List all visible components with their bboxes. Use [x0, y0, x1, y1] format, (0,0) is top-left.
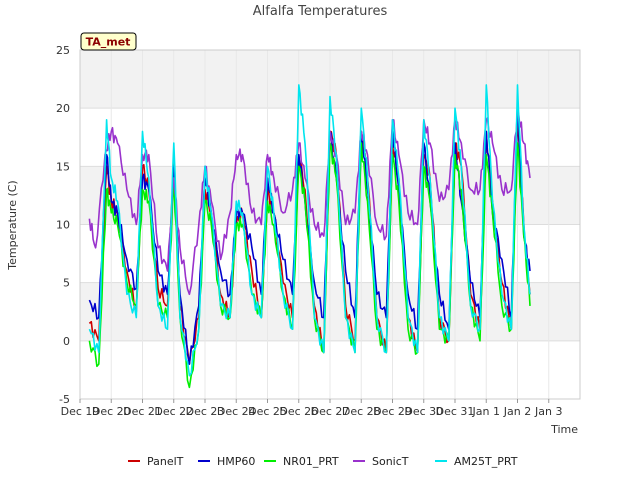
y-tick-label: 15	[56, 160, 70, 173]
x-tick-label: Dec 29	[373, 405, 412, 418]
x-tick-label: Dec 24	[217, 405, 256, 418]
x-tick-label: Dec 23	[186, 405, 225, 418]
x-tick-label: Jan 1	[472, 405, 500, 418]
y-tick-label: 5	[63, 277, 70, 290]
x-tick-label: Jan 2	[503, 405, 531, 418]
y-axis: -5 0 5 10 15 20 25	[56, 44, 70, 406]
x-tick-label: Dec 20	[92, 405, 131, 418]
x-tick-label: Dec 31	[436, 405, 475, 418]
x-tick-label: Dec 19	[61, 405, 100, 418]
y-tick-label: 25	[56, 44, 70, 57]
x-tick-label: Jan 3	[534, 405, 562, 418]
badge-label: TA_met	[86, 36, 131, 49]
y-tick-label: 10	[56, 219, 70, 232]
y-axis-label: Temperature (C)	[6, 180, 19, 270]
x-tick-label: Dec 27	[311, 405, 350, 418]
legend-item: AM25T_PRT	[435, 455, 518, 468]
x-tick-label: Dec 30	[404, 405, 443, 418]
legend-item: PanelT	[128, 455, 184, 468]
chart-title: Alfalfa Temperatures	[253, 4, 388, 19]
x-tick-label: Dec 28	[342, 405, 381, 418]
legend-item: SonicT	[353, 455, 409, 468]
x-tick-label: Dec 26	[279, 405, 318, 418]
series-line-am25t-prt	[88, 84, 531, 377]
series-lines	[88, 84, 531, 389]
legend-label: HMP60	[217, 455, 255, 468]
legend: PanelT HMP60 NR01_PRT SonicT AM25T_PRT	[128, 455, 518, 468]
legend-item: NR01_PRT	[264, 455, 339, 468]
legend-label: SonicT	[372, 455, 409, 468]
legend-item: HMP60	[198, 455, 255, 468]
legend-label: NR01_PRT	[283, 455, 339, 468]
legend-label: PanelT	[147, 455, 184, 468]
x-tick-label: Dec 25	[248, 405, 287, 418]
x-axis-label: Time	[550, 423, 578, 436]
y-tick-label: -5	[59, 393, 70, 406]
legend-label: AM25T_PRT	[454, 455, 518, 468]
y-tick-label: 0	[63, 335, 70, 348]
ta-met-badge: TA_met	[80, 32, 137, 51]
y-tick-label: 20	[56, 102, 70, 115]
x-tick-label: Dec 21	[123, 405, 162, 418]
x-tick-label: Dec 22	[154, 405, 193, 418]
